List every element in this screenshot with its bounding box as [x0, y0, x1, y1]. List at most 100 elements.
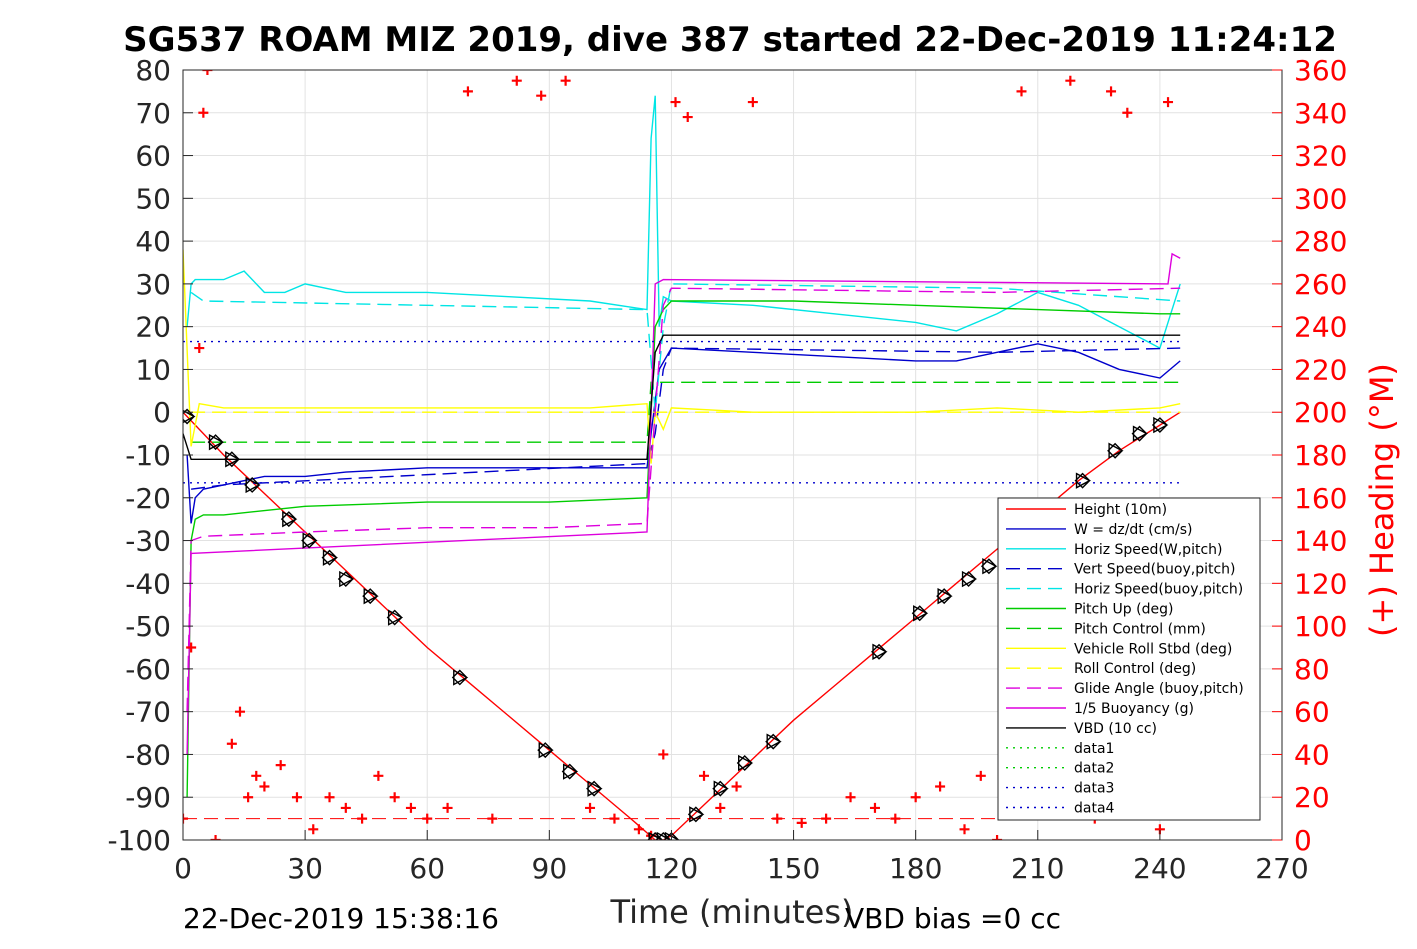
left-tick-label: 0 — [153, 396, 171, 429]
heading-point — [194, 343, 205, 354]
right-tick-label: 160 — [1294, 482, 1347, 515]
right-tick-label: 100 — [1294, 610, 1347, 643]
position-marker — [280, 510, 298, 528]
legend-label-2: Horiz Speed(W,pitch) — [1074, 542, 1222, 558]
x-tick-label: 90 — [532, 852, 568, 885]
legend-label-7: Vehicle Roll Stbd (deg) — [1074, 641, 1232, 657]
heading-point — [1065, 75, 1076, 86]
x-tick-label: 120 — [645, 852, 698, 885]
heading-point — [291, 792, 302, 803]
heading-point — [357, 813, 368, 824]
legend-label-11: VBD (10 cc) — [1074, 721, 1157, 737]
position-marker — [960, 570, 978, 588]
series-line-4 — [190, 283, 1181, 413]
left-tick-label: -10 — [125, 439, 171, 472]
heading-point — [975, 770, 986, 781]
heading-point — [935, 781, 946, 792]
heading-point — [715, 802, 726, 813]
position-marker — [386, 609, 404, 626]
position-marker — [537, 741, 554, 759]
x-tick-label: 150 — [767, 852, 820, 885]
x-tick-label: 60 — [409, 852, 445, 885]
series-line-6 — [191, 381, 1181, 443]
heading-point — [275, 760, 286, 771]
x-tick-label: 270 — [1255, 852, 1308, 885]
right-tick-label: 360 — [1294, 54, 1347, 87]
heading-point — [243, 792, 254, 803]
position-marker — [321, 549, 339, 566]
right-tick-label: 200 — [1294, 396, 1347, 429]
right-tick-label: 20 — [1294, 781, 1330, 814]
position-marker — [1107, 442, 1124, 459]
heading-point — [1016, 86, 1027, 97]
right-tick-label: 260 — [1294, 268, 1347, 301]
series-line-7 — [183, 249, 1181, 464]
right-tick-label: 220 — [1294, 353, 1347, 386]
position-marker — [207, 433, 225, 451]
heading-point — [308, 824, 319, 835]
position-marker — [765, 733, 782, 750]
heading-point — [821, 813, 832, 824]
right-tick-label: 280 — [1294, 225, 1347, 258]
heading-point — [1163, 97, 1174, 108]
heading-point — [658, 749, 669, 760]
position-marker — [980, 558, 998, 575]
x-tick-label: 240 — [1133, 852, 1186, 885]
heading-point — [405, 802, 416, 813]
left-tick-label: -70 — [125, 696, 171, 729]
left-tick-label: -80 — [125, 738, 171, 771]
heading-point — [682, 112, 693, 123]
legend: Height (10m) W = dz/dt (cm/s) Horiz Speed(… — [997, 497, 1261, 821]
heading-point — [699, 770, 710, 781]
position-marker — [871, 643, 888, 660]
right-tick-label: 60 — [1294, 696, 1330, 729]
position-marker — [337, 570, 355, 588]
series-line-10 — [186, 252, 1181, 755]
left-tick-label: -20 — [125, 482, 171, 515]
heading-point — [183, 813, 188, 824]
heading-point — [585, 802, 596, 813]
heading-point — [1122, 107, 1133, 118]
heading-point — [992, 835, 1003, 840]
heading-point — [202, 70, 213, 75]
legend-label-13: data2 — [1074, 761, 1114, 777]
legend-label-4: Horiz Speed(buoy,pitch) — [1074, 582, 1243, 598]
heading-point — [422, 813, 433, 824]
position-marker — [362, 587, 379, 605]
heading-point — [796, 817, 807, 828]
legend-label-10: 1/5 Buoyancy (g) — [1074, 701, 1194, 717]
position-marker — [655, 831, 672, 840]
heading-point — [670, 97, 681, 108]
heading-point — [324, 792, 335, 803]
position-marker — [244, 476, 261, 494]
heading-point — [210, 835, 221, 840]
heading-point — [234, 706, 245, 717]
left-tick-label: 30 — [135, 268, 171, 301]
left-tick-label: 20 — [135, 311, 171, 344]
legend-label-12: data1 — [1074, 741, 1114, 757]
footer-timestamp: 22-Dec-2019 15:38:16 — [183, 902, 499, 935]
heading-point — [731, 781, 742, 792]
heading-point — [845, 792, 856, 803]
legend-label-15: data4 — [1074, 801, 1115, 817]
left-tick-label: 70 — [135, 97, 171, 130]
left-tick-label: 60 — [135, 140, 171, 173]
heading-point — [259, 781, 270, 792]
left-tick-label: -60 — [125, 653, 171, 686]
left-tick-label: 80 — [135, 54, 171, 87]
left-tick-label: 40 — [135, 225, 171, 258]
heading-point — [890, 813, 901, 824]
heading-point — [511, 75, 522, 86]
right-y-axis-label: (+) Heading (°M) — [1363, 363, 1401, 637]
right-tick-label: 300 — [1294, 182, 1347, 215]
legend-label-14: data3 — [1074, 781, 1114, 797]
right-tick-label: 0 — [1294, 824, 1312, 857]
x-tick-label: 30 — [287, 852, 323, 885]
right-tick-label: 140 — [1294, 525, 1347, 558]
legend-box — [997, 497, 1261, 821]
legend-label-9: Glide Angle (buoy,pitch) — [1074, 681, 1244, 697]
position-marker — [183, 408, 196, 425]
left-tick-label: 50 — [135, 182, 171, 215]
right-tick-label: 80 — [1294, 653, 1330, 686]
